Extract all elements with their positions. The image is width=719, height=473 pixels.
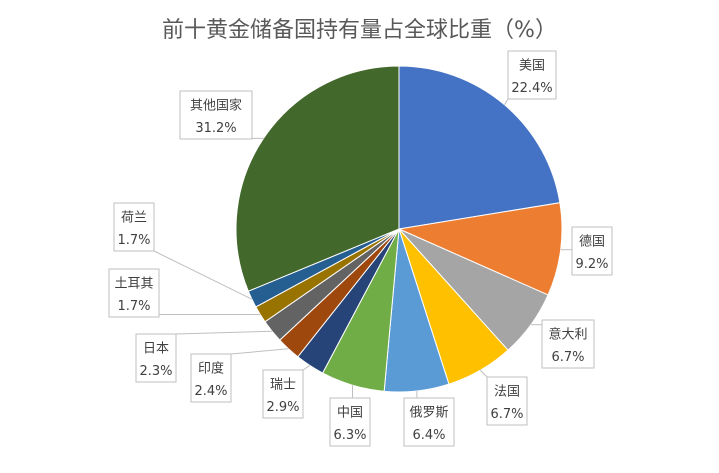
data-label-unit: % — [224, 121, 236, 136]
data-label-number: 1.7 — [117, 233, 138, 248]
data-label-box — [329, 397, 371, 447]
data-label-box — [108, 268, 160, 318]
data-label-number: 6.7 — [551, 350, 572, 365]
data-label: 日本 2.3% — [135, 333, 177, 383]
data-label-unit: % — [596, 257, 608, 272]
leader-line — [175, 330, 273, 335]
data-label-category: 印度 — [198, 361, 224, 377]
data-label-box — [541, 319, 595, 369]
data-label-number: 6.4 — [412, 428, 433, 443]
data-label-value: 2.9% — [266, 400, 299, 415]
leader-line — [230, 348, 289, 355]
data-label-number: 9.2 — [575, 257, 596, 272]
data-label-value: 6.4% — [412, 428, 445, 443]
pie-slices — [235, 65, 563, 393]
data-label-category: 中国 — [337, 406, 363, 421]
data-label-category: 日本 — [143, 342, 169, 357]
data-label-number: 6.3 — [333, 428, 354, 443]
data-label-unit: % — [287, 400, 299, 415]
data-label-value: 2.4% — [194, 384, 227, 399]
leader-line — [479, 369, 488, 378]
chart-title: 前十黄金储备国持有量占全球比重（%） — [162, 18, 557, 43]
data-label-box — [507, 50, 557, 100]
data-label: 印度 2.4% — [190, 353, 232, 403]
data-label: 瑞士 2.9% — [262, 369, 304, 419]
data-label-category: 荷兰 — [121, 211, 147, 226]
data-label-box — [262, 369, 304, 419]
data-label-category: 俄罗斯 — [409, 406, 448, 421]
data-label-category: 其他国家 — [190, 98, 242, 114]
data-label: 荷兰 1.7% — [113, 202, 155, 252]
pie-slice — [235, 65, 400, 292]
data-label-category: 美国 — [519, 59, 545, 74]
data-label: 中国 6.3% — [329, 397, 371, 447]
data-label-unit: % — [160, 364, 172, 379]
data-label-unit: % — [433, 428, 445, 443]
data-label-number: 22.4 — [511, 81, 540, 96]
data-label: 意大利 6.7% — [541, 319, 595, 369]
leader-line — [153, 250, 253, 300]
data-label-value: 31.2% — [195, 121, 236, 136]
data-label-value: 22.4% — [511, 81, 552, 96]
data-label-category: 瑞士 — [270, 378, 296, 393]
data-label-number: 1.7 — [117, 299, 138, 314]
data-label-value: 1.7% — [117, 299, 150, 314]
data-label-value: 6.7% — [551, 350, 584, 365]
data-label-category: 德国 — [579, 235, 605, 250]
data-label-unit: % — [138, 299, 150, 314]
data-label-number: 2.4 — [194, 384, 215, 399]
data-label: 俄罗斯 6.4% — [403, 397, 455, 447]
data-label-number: 2.3 — [139, 364, 160, 379]
data-label-box — [179, 90, 253, 140]
leader-line — [504, 98, 509, 106]
data-label-number: 31.2 — [195, 121, 224, 136]
leader-line — [302, 365, 311, 371]
data-label-category: 意大利 — [548, 327, 587, 343]
data-label-value: 6.7% — [490, 407, 523, 422]
data-label-box — [190, 353, 232, 403]
data-labels: 美国22.4%德国9.2%意大利6.7%法国6.7%俄罗斯6.4%中国6.3%瑞… — [108, 50, 613, 447]
data-label-value: 9.2% — [575, 257, 608, 272]
data-label-value: 2.3% — [139, 364, 172, 379]
data-label-number: 2.9 — [266, 400, 287, 415]
data-label-unit: % — [572, 350, 584, 365]
data-label-box — [486, 376, 528, 426]
leader-lines — [153, 98, 572, 398]
data-label-unit: % — [354, 428, 366, 443]
data-label-category: 法国 — [494, 385, 520, 400]
data-label-unit: % — [215, 384, 227, 399]
data-label-unit: % — [540, 81, 552, 96]
data-label-number: 6.7 — [490, 407, 511, 422]
pie-slice — [397, 202, 563, 296]
data-label-box — [113, 202, 155, 252]
data-label-box — [403, 397, 455, 447]
data-label-value: 6.3% — [333, 428, 366, 443]
data-label-category: 土耳其 — [114, 277, 153, 292]
data-label: 其他国家 31.2% — [179, 90, 253, 140]
data-label: 德国 9.2% — [571, 226, 613, 276]
data-label-box — [571, 226, 613, 276]
data-label: 法国 6.7% — [486, 376, 528, 426]
data-label-value: 1.7% — [117, 233, 150, 248]
data-label: 土耳其 1.7% — [108, 268, 160, 318]
data-label: 美国 22.4% — [507, 50, 557, 100]
data-label-box — [135, 333, 177, 383]
data-label-unit: % — [138, 233, 150, 248]
data-label-unit: % — [511, 407, 523, 422]
